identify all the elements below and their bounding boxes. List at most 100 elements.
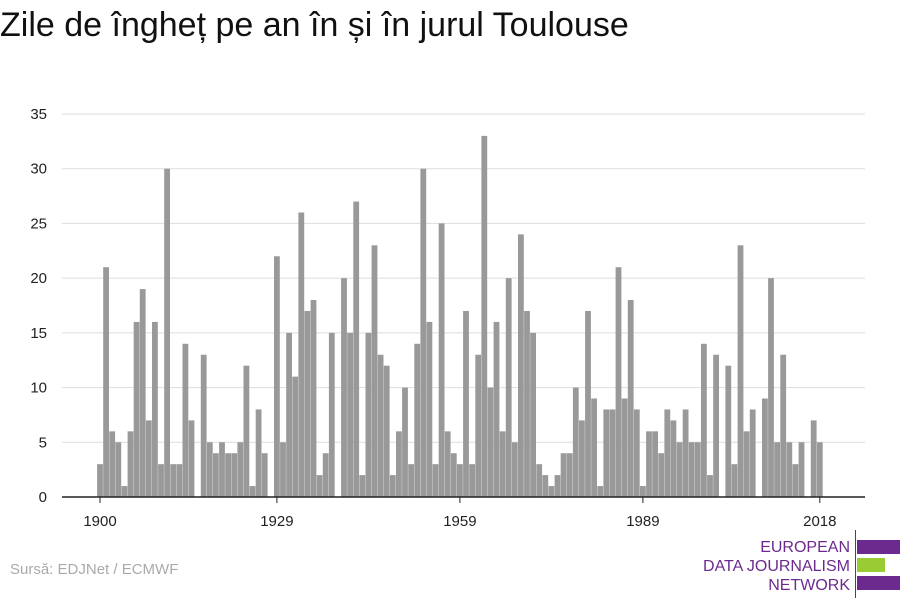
bar (115, 442, 122, 497)
y-tick-label: 25 (30, 215, 47, 232)
bar (816, 442, 823, 497)
bar (475, 354, 482, 497)
bar (353, 201, 360, 498)
bar (310, 300, 317, 497)
bar (615, 267, 622, 497)
bar (566, 453, 573, 497)
bar (97, 464, 103, 497)
bar (127, 431, 134, 497)
bar (408, 464, 414, 497)
bar (524, 310, 530, 497)
bar (237, 442, 244, 497)
bar (206, 442, 213, 497)
bar (792, 464, 799, 497)
y-tick-label: 30 (30, 161, 47, 178)
bar (225, 453, 231, 497)
bar (158, 464, 164, 497)
bar (402, 387, 408, 497)
bar (609, 409, 616, 497)
bar (176, 464, 183, 497)
bar (365, 332, 372, 497)
bar (298, 212, 305, 498)
bar (621, 398, 628, 497)
bar (603, 409, 610, 497)
bar (774, 442, 780, 497)
logo-bar-green (857, 558, 885, 572)
bar (707, 475, 713, 497)
bar (249, 486, 256, 497)
x-tick-label: 1959 (443, 513, 476, 530)
bar (109, 431, 116, 497)
bar (274, 256, 280, 497)
bar (420, 168, 427, 497)
bar (243, 365, 250, 497)
bar (542, 475, 549, 497)
bar (499, 431, 506, 497)
logo-bar-purple-bottom (857, 576, 900, 590)
bar (389, 475, 396, 497)
bar (450, 453, 457, 497)
bar (560, 453, 567, 497)
bar (786, 442, 793, 497)
bar (762, 398, 768, 497)
bar (347, 332, 353, 497)
bar (396, 431, 402, 497)
bar (640, 486, 646, 497)
bar (810, 420, 817, 497)
x-tick-label: 1929 (260, 513, 293, 530)
bar-chart: 0 5 10 15 20 25 30 35 1900 1929 1959 1989 2018 (30, 106, 865, 530)
bar (322, 453, 329, 497)
bar (438, 223, 445, 497)
bar (536, 464, 543, 497)
bar (145, 420, 152, 497)
logo-text-line-2: DATA JOURNALISM (703, 558, 850, 575)
bar (585, 310, 591, 497)
bar (572, 387, 579, 497)
bar (676, 442, 683, 497)
y-axis-ticks: 0 5 10 15 20 25 30 35 (30, 106, 47, 506)
y-tick-label: 15 (30, 325, 47, 342)
bar (316, 475, 323, 497)
bar (597, 486, 604, 497)
bar (200, 354, 207, 497)
x-tick-label: 1989 (626, 513, 659, 530)
bar (219, 442, 225, 497)
bar (505, 278, 512, 497)
bar (469, 464, 475, 497)
bar (414, 343, 421, 497)
bar (103, 267, 109, 497)
bar (670, 420, 677, 497)
bar (328, 332, 335, 497)
bar (280, 442, 286, 497)
bar (481, 135, 488, 497)
logo-bar-purple-top (857, 540, 900, 554)
bar (646, 431, 652, 497)
bar (591, 398, 597, 497)
bar (737, 245, 744, 497)
bar (658, 453, 665, 497)
bar (457, 464, 463, 497)
y-tick-label: 0 (39, 489, 47, 506)
bar (579, 420, 585, 497)
bar (652, 431, 658, 497)
bar (530, 332, 536, 497)
bar (304, 310, 311, 497)
bar (548, 486, 555, 497)
bar (182, 343, 189, 497)
source-note: Sursă: EDJNet / ECMWF (10, 561, 179, 578)
bar (255, 409, 262, 497)
bar (688, 442, 695, 497)
logo-text-line-3: NETWORK (768, 577, 850, 594)
bar (701, 343, 707, 497)
bar (627, 300, 634, 497)
bar (139, 289, 146, 497)
bar (371, 245, 378, 497)
bar (341, 278, 347, 497)
bar (780, 354, 787, 497)
bar (133, 321, 140, 497)
y-tick-label: 5 (39, 434, 47, 451)
y-tick-label: 20 (30, 270, 47, 287)
bar (463, 310, 469, 497)
bar (487, 387, 494, 497)
bar (518, 234, 524, 497)
